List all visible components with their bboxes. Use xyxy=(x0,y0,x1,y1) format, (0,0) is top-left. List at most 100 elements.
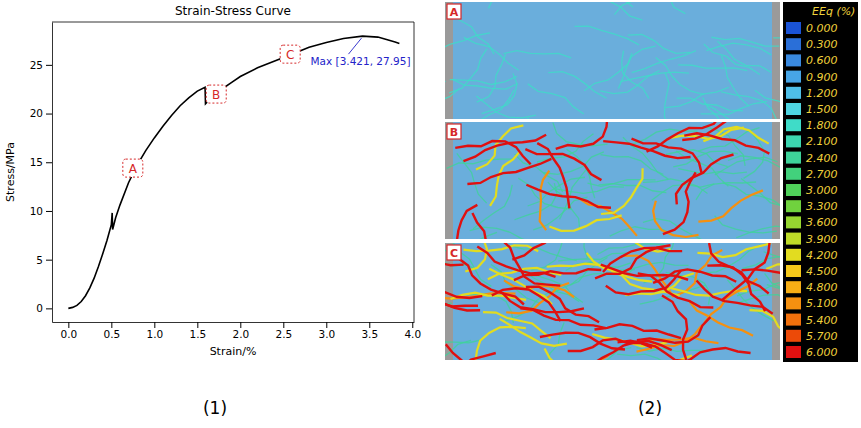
colorbar-title: EEq (%) xyxy=(812,5,855,18)
grain-boundary xyxy=(598,184,666,193)
colorbar-swatch xyxy=(786,233,801,245)
crack xyxy=(676,155,734,205)
y-tick-mark xyxy=(46,114,52,115)
crack xyxy=(446,344,496,360)
grain-boundary xyxy=(632,51,696,73)
colorbar-swatch xyxy=(786,297,801,309)
specimen-background xyxy=(445,2,780,119)
y-tick-mark xyxy=(46,162,52,163)
y-tick-label: 15 xyxy=(30,156,43,168)
point-label: B xyxy=(206,85,226,103)
grain-boundary xyxy=(574,243,587,258)
grain-boundary xyxy=(510,246,576,261)
colorbar-swatch xyxy=(786,346,801,358)
y-tick-label: 0 xyxy=(36,302,43,314)
colorbar-tick-label: 2.700 xyxy=(806,168,838,181)
x-tick-label: 0.5 xyxy=(103,328,120,340)
colorbar-swatch xyxy=(786,249,801,261)
colorbar-tick-label: 5.400 xyxy=(806,314,838,327)
grain-boundary xyxy=(448,15,494,55)
crack xyxy=(445,205,477,239)
x-tick-label: 1.5 xyxy=(189,328,206,340)
crack xyxy=(512,243,566,260)
grain-boundary xyxy=(445,33,490,54)
panel-label: (2) xyxy=(638,398,662,418)
y-tick-label: 10 xyxy=(30,205,43,217)
crack xyxy=(709,243,769,293)
grain-boundary xyxy=(450,76,517,84)
x-tick-label: 1.0 xyxy=(146,328,163,340)
colorbar-tick-label: 2.100 xyxy=(806,135,838,148)
point-label-text: B xyxy=(212,88,220,102)
point-label-text: C xyxy=(286,48,294,62)
colorbar-tick-label: 3.000 xyxy=(806,184,838,197)
crack xyxy=(556,122,608,149)
x-tick-label: 3.5 xyxy=(361,328,378,340)
grain-boundary xyxy=(715,216,777,233)
y-tick: 20 xyxy=(30,107,52,119)
grain-boundary xyxy=(445,39,446,82)
grain-boundary xyxy=(518,178,571,209)
grain-boundary xyxy=(711,37,779,46)
grain-boundary xyxy=(620,72,689,82)
grain-boundary xyxy=(445,303,452,334)
grain-boundary xyxy=(664,73,669,119)
colorbar-swatch xyxy=(786,152,801,164)
colorbar-swatch xyxy=(786,54,801,66)
colorbar-background xyxy=(783,2,858,362)
colorbar-swatch xyxy=(786,330,801,342)
crack xyxy=(445,259,464,273)
crack xyxy=(682,122,761,140)
grain-boundary xyxy=(554,258,607,293)
max-arrow xyxy=(348,38,361,54)
colorbar-swatch xyxy=(786,87,801,99)
chart-title: Strain-Stress Curve xyxy=(175,4,291,18)
plot-area xyxy=(68,36,399,308)
x-tick: 2.0 xyxy=(232,322,249,340)
colorbar-tick-label: 5.100 xyxy=(806,297,838,310)
colorbar-tick-label: 6.000 xyxy=(806,346,838,359)
crack xyxy=(662,295,687,359)
grain-boundary xyxy=(574,26,639,45)
specimen-edge-right xyxy=(772,243,780,360)
grain-boundary xyxy=(704,103,764,119)
grain-boundary xyxy=(601,155,664,175)
x-tick: 1.0 xyxy=(146,322,163,340)
colorbar-tick-label: 3.300 xyxy=(806,200,838,213)
strain-band xyxy=(578,198,637,236)
colorbar-tick-label: 5.700 xyxy=(806,330,838,343)
grain-boundary xyxy=(503,51,571,58)
crack xyxy=(663,172,696,234)
strain-band xyxy=(749,310,780,342)
colorbar-swatch xyxy=(786,119,801,131)
point-label-text: A xyxy=(129,162,138,176)
crack xyxy=(455,141,530,164)
x-tick-mark xyxy=(111,322,112,328)
figure: Strain-Stress Curve0.00.51.01.52.02.53.0… xyxy=(0,0,861,428)
x-tick-mark xyxy=(68,322,69,328)
crack xyxy=(463,135,546,161)
grain-boundary xyxy=(721,92,776,119)
grain-boundary xyxy=(548,72,606,99)
panel-label: (1) xyxy=(203,398,227,418)
image-label: C xyxy=(447,245,461,260)
colorbar-swatch xyxy=(786,103,801,115)
point-label: A xyxy=(123,159,143,177)
grain-boundary xyxy=(773,24,780,38)
x-tick-mark xyxy=(197,322,198,328)
colorbar-swatch xyxy=(786,71,801,83)
point-label: C xyxy=(280,45,300,63)
grain-boundary xyxy=(656,57,705,94)
grain-boundary xyxy=(669,2,685,14)
specimen-background xyxy=(445,243,780,360)
grain-boundary xyxy=(676,151,728,186)
y-tick: 0 xyxy=(36,302,52,314)
y-tick-mark xyxy=(46,211,52,212)
colorbar-swatch xyxy=(786,22,801,34)
colorbar-tick-label: 3.900 xyxy=(806,233,838,246)
x-tick-mark xyxy=(369,322,370,328)
crack xyxy=(540,333,625,350)
specimen-background xyxy=(445,122,780,239)
y-axis: 0510152025 xyxy=(30,23,53,323)
image-label-box xyxy=(447,124,461,139)
